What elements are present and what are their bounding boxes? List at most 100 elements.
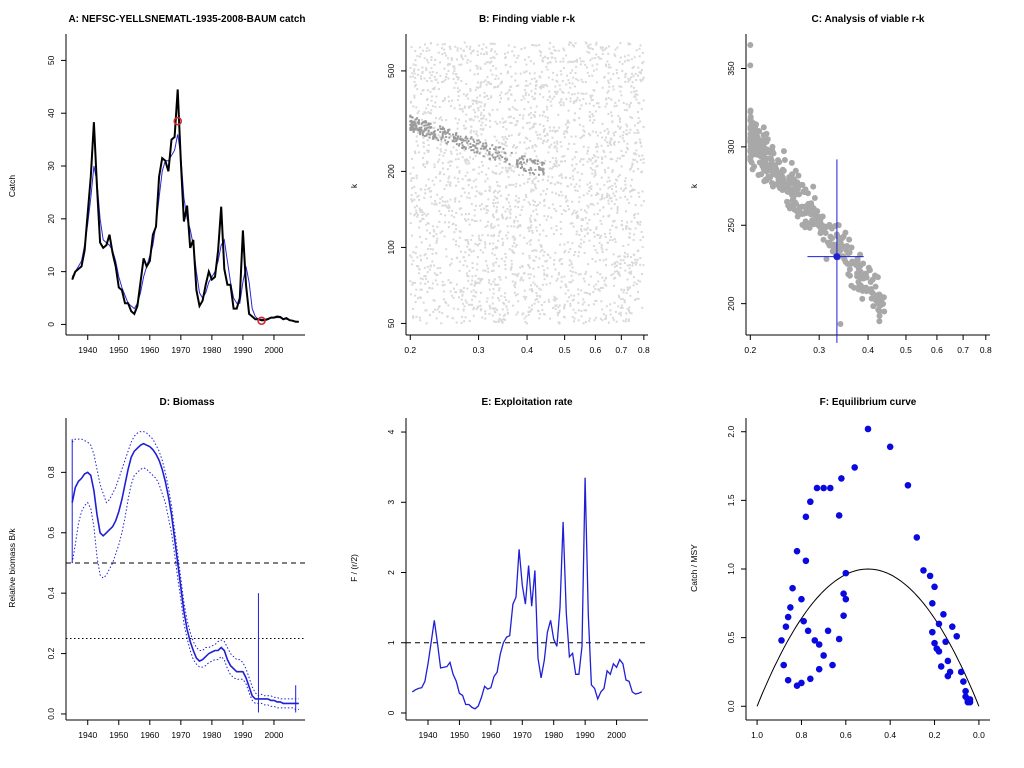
- panel-b-background-point: [462, 187, 465, 190]
- panel-b-background-point: [604, 64, 607, 67]
- panel-b-background-point: [546, 253, 549, 256]
- panel-b-background-point: [441, 204, 444, 207]
- panel-b-background-point: [513, 219, 516, 222]
- panel-b-background-point: [619, 259, 622, 262]
- panel-b-viable-point: [516, 163, 519, 166]
- panel-b-background-point: [574, 100, 577, 103]
- panel-b-viable-point: [447, 129, 450, 132]
- panel-b-viable-point: [484, 142, 487, 145]
- panel-b-background-point: [513, 46, 516, 49]
- panel-b-background-point: [611, 316, 614, 319]
- panel-c-viable-point: [811, 194, 818, 201]
- panel-b-background-point: [449, 281, 452, 284]
- panel-b-background-point: [434, 308, 437, 311]
- panel-b-background-point: [591, 121, 594, 124]
- panel-f-point: [840, 612, 847, 619]
- panel-b-background-point: [473, 168, 476, 171]
- panel-b-viable-point: [523, 155, 526, 158]
- panel-b-background-point: [415, 177, 418, 180]
- panel-e-x-tick-label: 1970: [513, 730, 532, 740]
- panel-b-background-point: [573, 100, 576, 103]
- panel-b-background-point: [418, 198, 421, 201]
- panel-b-background-point: [595, 131, 598, 134]
- panel-b-background-point: [589, 159, 592, 162]
- panel-b-background-point: [612, 85, 615, 88]
- panel-b-background-point: [560, 258, 563, 261]
- panel-e-y-tick-label: 2: [386, 570, 396, 575]
- panel-b-background-point: [604, 236, 607, 239]
- panel-b-background-point: [545, 235, 548, 238]
- panel-b-background-point: [576, 214, 579, 217]
- panel-b-background-point: [507, 44, 510, 47]
- panel-b-background-point: [446, 168, 449, 171]
- panel-b-background-point: [585, 66, 588, 69]
- panel-b-background-point: [429, 314, 432, 317]
- panel-b-background-point: [529, 139, 532, 142]
- panel-b-background-point: [592, 154, 595, 157]
- panel-b-background-point: [443, 290, 446, 293]
- panel-b-background-point: [574, 212, 577, 215]
- panel-b-background-point: [500, 295, 503, 298]
- panel-b-background-point: [555, 210, 558, 213]
- panel-c-viable-point: [869, 276, 876, 283]
- panel-b-background-point: [453, 86, 456, 89]
- panel-b-background-point: [597, 288, 600, 291]
- panel-f-point: [802, 557, 810, 565]
- panel-b-background-point: [442, 80, 445, 83]
- panel-b-background-point: [570, 274, 573, 277]
- panel-b-background-point: [637, 212, 640, 215]
- panel-b-background-point: [569, 100, 572, 103]
- panel-b-background-point: [636, 258, 639, 261]
- panel-b-background-point: [602, 206, 605, 209]
- panel-b-background-point: [605, 264, 608, 267]
- panel-b-background-point: [543, 129, 546, 132]
- panel-b-background-point: [629, 286, 632, 289]
- panel-b-background-point: [533, 115, 536, 118]
- panel-b-background-point: [527, 273, 530, 276]
- panel-b-background-point: [517, 197, 520, 200]
- panel-b-background-point: [419, 258, 422, 261]
- panel-b-background-point: [639, 220, 642, 223]
- panel-f-equilibrium-curve: F: Equilibrium curve Catch / MSY 1.0 0.8 0…: [689, 397, 990, 740]
- panel-b-background-point: [476, 243, 479, 246]
- panel-b-viable-point: [448, 128, 451, 131]
- panel-b-background-point: [472, 49, 475, 52]
- panel-b-background-point: [410, 46, 413, 49]
- panel-b-background-point: [460, 195, 463, 198]
- panel-c-viable-point: [788, 159, 795, 166]
- panel-b-background-point: [417, 68, 420, 71]
- panel-b-background-point: [624, 76, 627, 79]
- panel-b-background-point: [447, 180, 450, 183]
- panel-b-background-point: [472, 314, 475, 317]
- panel-b-background-point: [629, 101, 632, 104]
- panel-b-background-point: [452, 72, 455, 75]
- panel-b-background-point: [629, 43, 632, 46]
- panel-b-background-point: [542, 130, 545, 133]
- panel-b-background-point: [525, 80, 528, 83]
- panel-b-background-point: [496, 85, 499, 88]
- panel-b-background-point: [507, 176, 510, 179]
- panel-b-background-point: [528, 229, 531, 232]
- panel-b-background-point: [585, 228, 588, 231]
- panel-b-background-point: [585, 309, 588, 312]
- panel-b-background-point: [591, 94, 594, 97]
- panel-d-x-tick-label: 1980: [202, 730, 221, 740]
- panel-b-background-point: [479, 219, 482, 222]
- panel-b-background-point: [591, 130, 594, 133]
- panel-b-background-point: [504, 276, 507, 279]
- panel-b-background-point: [592, 69, 595, 72]
- panel-b-background-point: [458, 230, 461, 233]
- panel-b-background-point: [516, 120, 519, 123]
- panel-c-viable-point: [769, 143, 776, 150]
- panel-b-background-point: [431, 252, 434, 255]
- panel-b-background-point: [423, 77, 426, 80]
- panel-b-viable-point: [499, 154, 502, 157]
- panel-b-background-point: [601, 193, 604, 196]
- panel-b-background-point: [483, 108, 486, 111]
- panel-b-background-point: [543, 274, 546, 277]
- panel-b-background-point: [469, 105, 472, 108]
- panel-b-background-point: [466, 179, 469, 182]
- panel-b-background-point: [504, 52, 507, 55]
- panel-b-background-point: [595, 53, 598, 56]
- panel-c-viable-point: [872, 283, 879, 290]
